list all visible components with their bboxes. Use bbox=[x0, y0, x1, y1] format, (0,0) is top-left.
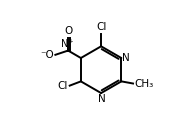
Text: N: N bbox=[98, 94, 106, 104]
Text: Cl: Cl bbox=[96, 22, 106, 32]
Text: O: O bbox=[64, 26, 72, 36]
Text: N⁺: N⁺ bbox=[61, 39, 74, 49]
Text: CH₃: CH₃ bbox=[135, 79, 154, 88]
Text: N: N bbox=[122, 53, 130, 63]
Text: ⁻O: ⁻O bbox=[40, 50, 54, 60]
Text: Cl: Cl bbox=[58, 81, 68, 91]
